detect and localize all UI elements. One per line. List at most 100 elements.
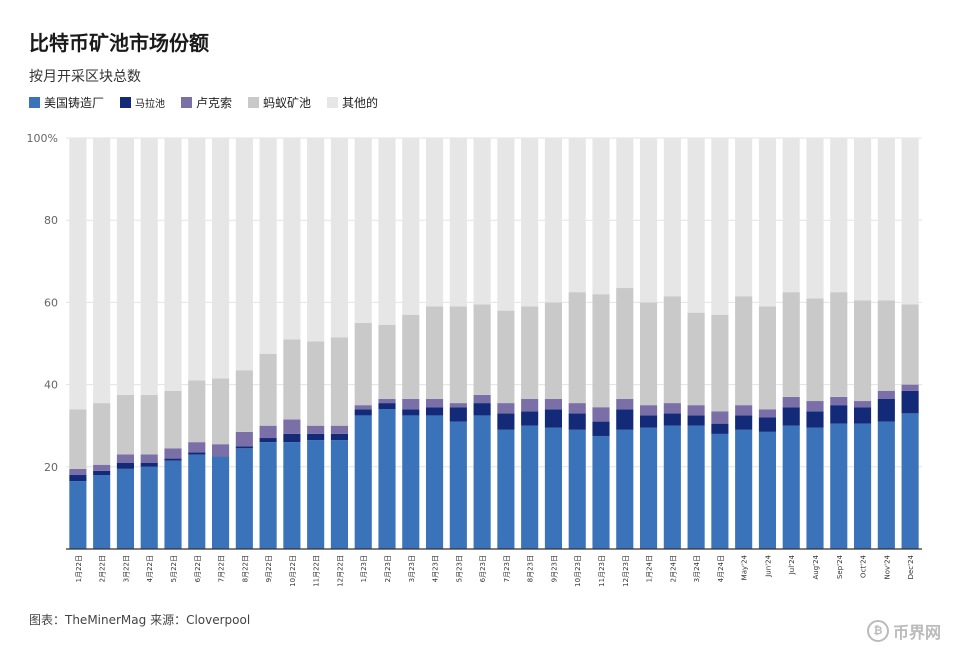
bitcoin-icon: ₿ bbox=[866, 620, 889, 642]
legend-label-luxor: 卢克索 bbox=[196, 96, 233, 110]
bar-segment-0 bbox=[521, 425, 539, 549]
bar-segment-1 bbox=[782, 407, 800, 426]
x-tick-label: 7月22日 bbox=[218, 555, 226, 582]
bar-segment-2 bbox=[402, 398, 420, 410]
bar-segment-3 bbox=[497, 310, 515, 404]
bar-segment-4 bbox=[473, 138, 491, 305]
bar-segment-1 bbox=[616, 409, 634, 430]
x-tick-label: Jun'24 bbox=[764, 554, 772, 577]
y-tick-label: 60 bbox=[44, 296, 58, 309]
bar-segment-4 bbox=[93, 138, 111, 404]
bar-segment-2 bbox=[211, 444, 230, 457]
legend-item-antpool: 蚂蚁矿池 bbox=[248, 94, 311, 111]
bar-segment-0 bbox=[211, 456, 230, 549]
bar-segment-4 bbox=[782, 138, 800, 293]
x-tick-label: 7月23日 bbox=[503, 555, 511, 582]
bar-segment-1 bbox=[140, 462, 158, 467]
bar-segment-2 bbox=[307, 425, 325, 434]
bar-segment-2 bbox=[259, 425, 277, 439]
y-tick-label: 40 bbox=[44, 379, 58, 392]
bar-segment-0 bbox=[93, 475, 111, 549]
bar-segment-4 bbox=[853, 138, 872, 301]
legend-item-mara: 马拉池 bbox=[120, 94, 165, 111]
bar-segment-2 bbox=[901, 384, 919, 391]
bar-segment-3 bbox=[93, 403, 111, 465]
chart-footer: 图表：TheMinerMag 来源：Cloverpool bbox=[29, 613, 251, 627]
bar-segment-1 bbox=[259, 438, 277, 443]
bar-segment-3 bbox=[806, 298, 824, 402]
bar-segment-0 bbox=[830, 423, 848, 549]
bar-segment-0 bbox=[402, 415, 420, 549]
legend-label-foundry: 美国铸造厂 bbox=[44, 96, 105, 110]
y-tick-label: 100% bbox=[27, 132, 58, 145]
bar-segment-4 bbox=[568, 138, 586, 293]
bar-segment-3 bbox=[544, 302, 563, 399]
bar-segment-2 bbox=[568, 403, 586, 414]
x-tick-label: 5月23日 bbox=[455, 555, 463, 582]
bar-segment-0 bbox=[735, 429, 753, 549]
bar-segment-1 bbox=[639, 415, 658, 428]
bar-segment-3 bbox=[592, 294, 610, 408]
bar-segment-1 bbox=[473, 403, 491, 416]
bar-segment-3 bbox=[901, 304, 919, 385]
bar-segment-2 bbox=[806, 401, 824, 412]
bar-segment-2 bbox=[425, 398, 444, 408]
legend-swatch-foundry bbox=[29, 97, 40, 108]
x-tick-label: 12月23日 bbox=[622, 555, 630, 587]
bar-segment-4 bbox=[354, 138, 372, 323]
x-tick-label: 6月23日 bbox=[479, 555, 487, 582]
bar-segment-0 bbox=[140, 466, 158, 549]
x-tick-label: Aug'24 bbox=[812, 554, 820, 579]
bar-segment-1 bbox=[425, 407, 444, 416]
bar-segment-2 bbox=[235, 431, 253, 447]
bar-segment-1 bbox=[69, 475, 87, 482]
bar-segment-1 bbox=[402, 409, 420, 416]
x-tick-label: 2月23日 bbox=[384, 555, 392, 582]
bar-segment-4 bbox=[639, 138, 658, 303]
bar-segment-0 bbox=[687, 425, 705, 549]
bar-segment-2 bbox=[544, 398, 563, 410]
bar-segment-0 bbox=[544, 427, 563, 549]
x-tick-label: 9月22日 bbox=[265, 555, 273, 582]
bar-segment-0 bbox=[853, 423, 872, 549]
bar-segment-0 bbox=[425, 415, 444, 549]
bar-segment-0 bbox=[449, 421, 467, 549]
bar-segment-3 bbox=[283, 339, 301, 420]
legend-label-others: 其他的 bbox=[342, 96, 379, 110]
bar-segment-1 bbox=[93, 470, 111, 476]
bar-segment-2 bbox=[711, 411, 729, 424]
legend-swatch-others bbox=[327, 97, 339, 108]
bar-segment-4 bbox=[283, 138, 301, 340]
x-tick-label: 1月23日 bbox=[360, 555, 368, 582]
bar-segment-2 bbox=[283, 419, 301, 434]
x-tick-label: 3月22日 bbox=[122, 555, 130, 582]
bar-segment-3 bbox=[140, 394, 158, 455]
bar-segment-3 bbox=[639, 302, 658, 406]
bar-segment-4 bbox=[877, 138, 895, 301]
bar-segment-2 bbox=[354, 405, 372, 410]
bar-segment-3 bbox=[830, 292, 848, 397]
bar-segment-2 bbox=[616, 398, 634, 410]
legend-label-antpool: 蚂蚁矿池 bbox=[263, 96, 312, 110]
bar-segment-2 bbox=[116, 454, 135, 463]
bar-segment-1 bbox=[758, 417, 777, 432]
bar-segment-1 bbox=[735, 415, 753, 430]
bar-segment-3 bbox=[877, 300, 895, 391]
bar-segment-4 bbox=[711, 138, 729, 315]
y-tick-label: 20 bbox=[44, 461, 58, 474]
x-tick-label: Nov'24 bbox=[883, 554, 891, 579]
legend-item-others: 其他的 bbox=[327, 94, 378, 111]
bar-segment-3 bbox=[425, 306, 444, 399]
x-tick-label: 11月23日 bbox=[598, 555, 606, 587]
bar-segment-0 bbox=[568, 429, 586, 549]
bar-segment-3 bbox=[378, 325, 396, 399]
bar-segment-3 bbox=[568, 292, 586, 404]
bar-segment-2 bbox=[663, 403, 681, 414]
bar-segment-0 bbox=[378, 409, 396, 549]
x-tick-label: 4月23日 bbox=[432, 555, 440, 582]
bar-segment-4 bbox=[687, 138, 705, 313]
bar-segment-0 bbox=[639, 427, 658, 549]
x-tick-label: 2月22日 bbox=[99, 555, 107, 582]
bar-segment-4 bbox=[378, 138, 396, 326]
bar-segment-4 bbox=[116, 138, 135, 395]
